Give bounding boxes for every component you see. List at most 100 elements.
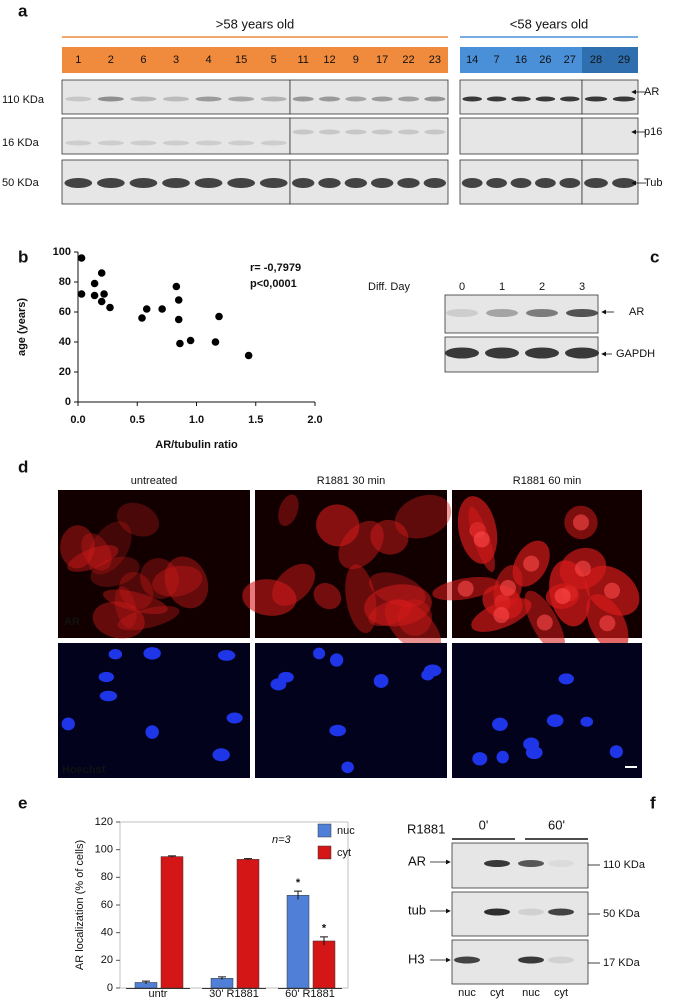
protein-label: GAPDH: [616, 348, 655, 360]
bar: [236, 859, 260, 989]
blot-band: [130, 96, 157, 102]
blot: [61, 117, 291, 155]
x-tick-label: 60' R1881: [285, 988, 335, 1000]
y-tick-label: 0: [107, 982, 113, 994]
nucleus: [599, 615, 616, 632]
point: [215, 312, 223, 321]
point: [174, 315, 183, 324]
nucleus: [145, 725, 159, 739]
y-tick-label: 20: [59, 366, 71, 378]
protein-label: AR: [408, 853, 426, 868]
blot-band: [65, 96, 92, 102]
nucleus: [496, 750, 509, 764]
mw-label: 17 KDa: [603, 957, 641, 969]
lane-label: 1: [75, 54, 81, 66]
lane-strip: [62, 47, 448, 73]
nucleus: [457, 580, 474, 597]
protein-label: Tub: [644, 177, 663, 189]
blot-band: [518, 908, 544, 916]
cell: [117, 605, 180, 631]
nucleus: [499, 579, 516, 596]
blot-band: [291, 178, 315, 188]
blot-band: [318, 129, 341, 135]
y-axis-label: AR localization (% of cells): [74, 840, 86, 970]
bar: [210, 978, 234, 989]
blot-band: [535, 178, 556, 188]
blot-band: [423, 178, 447, 188]
error-bar: [244, 858, 252, 861]
nucleus: [536, 614, 553, 631]
lane-label: 26: [539, 54, 551, 66]
blot-band: [486, 178, 507, 188]
blot-band: [259, 178, 288, 188]
blot-band: [612, 178, 636, 188]
point: [90, 279, 99, 288]
blot-band: [511, 96, 531, 102]
x-tick-label: 2.0: [307, 414, 322, 426]
error-bar: [294, 890, 302, 900]
lane-label: 16: [515, 54, 527, 66]
protein-label: AR: [644, 86, 659, 98]
panel-label: e: [18, 793, 27, 812]
blot-band: [227, 178, 255, 188]
y-tick-label: 100: [53, 246, 71, 258]
cell: [363, 584, 432, 627]
blot-band: [486, 96, 507, 102]
blot-band: [397, 178, 420, 188]
x-tick-label: untr: [149, 988, 168, 1000]
blot-band: [548, 956, 574, 964]
nucleus: [61, 717, 75, 731]
lane-label: 22: [402, 54, 414, 66]
y-tick-label: 20: [101, 954, 113, 966]
blot-band: [345, 96, 367, 102]
blot-band: [525, 347, 559, 359]
micrograph: [255, 643, 447, 778]
lane-title: Diff. Day: [368, 281, 410, 293]
blot-band: [518, 956, 544, 964]
bar: [312, 940, 336, 989]
y-tick-label: 120: [95, 816, 113, 828]
error-bar: [320, 936, 328, 946]
x-axis-label: AR/tubulin ratio: [155, 439, 238, 451]
lane-label: 1: [499, 281, 505, 293]
legend-swatch: [317, 823, 332, 838]
point: [77, 254, 86, 262]
point: [158, 305, 166, 313]
blot-band: [292, 129, 314, 135]
nucleus: [473, 531, 490, 548]
stain-label: AR: [64, 616, 80, 628]
annotation: n=3: [272, 834, 292, 846]
cell: [152, 565, 203, 597]
lane-label: 29: [618, 54, 630, 66]
blot-band: [461, 178, 483, 188]
lane-strip: [582, 47, 638, 73]
blot-band: [130, 140, 157, 146]
blot-band: [162, 140, 190, 146]
blot-band: [194, 178, 223, 188]
blot-band: [228, 140, 255, 146]
blot-band: [526, 309, 558, 317]
cell: [242, 579, 297, 616]
nucleus: [313, 647, 326, 660]
nucleus: [572, 514, 589, 531]
nucleus: [98, 671, 115, 683]
panel-label: b: [18, 247, 28, 266]
y-axis-label: age (years): [16, 298, 28, 356]
blot-band: [454, 956, 480, 964]
blot-band: [345, 129, 367, 135]
blot-band: [446, 309, 478, 317]
point: [90, 291, 99, 300]
blot-band: [584, 96, 608, 102]
blot-band: [370, 178, 394, 188]
blot-band: [260, 96, 287, 102]
y-tick-label: 60: [59, 306, 71, 318]
panel-label: a: [18, 1, 28, 20]
time-label: 0': [479, 817, 489, 832]
lane-label: 14: [466, 54, 478, 66]
nucleus: [472, 752, 488, 766]
cell: [67, 545, 119, 572]
blot-band: [292, 96, 314, 102]
mw-label: 16 KDa: [2, 137, 40, 149]
point: [174, 296, 183, 304]
